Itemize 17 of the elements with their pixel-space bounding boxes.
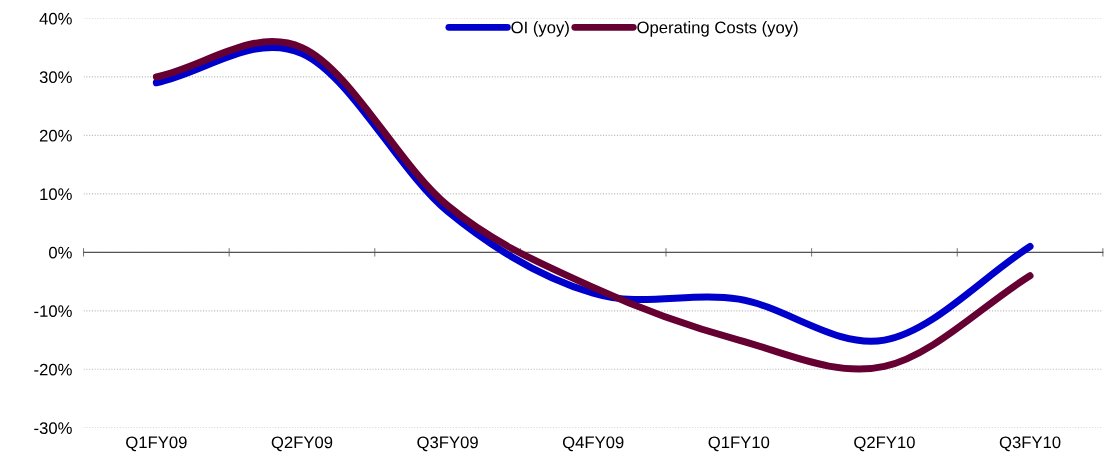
x-tick-label: Q1FY09 bbox=[126, 436, 187, 452]
y-tick-label: -20% bbox=[34, 363, 72, 376]
x-tick-label: Q4FY09 bbox=[562, 436, 624, 452]
x-tick-label: Q2FY09 bbox=[271, 436, 333, 452]
legend-label: OI (yoy) bbox=[511, 21, 569, 37]
x-tick-label: Q3FY09 bbox=[417, 436, 478, 452]
y-tick-label: -30% bbox=[34, 422, 72, 434]
y-tick-label: 40% bbox=[39, 12, 72, 25]
y-tick-label: 20% bbox=[39, 129, 72, 142]
y-tick-label: -10% bbox=[34, 305, 72, 318]
x-tick-label: Q3FY10 bbox=[999, 436, 1061, 452]
x-tick-label: Q1FY10 bbox=[708, 436, 770, 452]
legend-label: Operating Costs (yoy) bbox=[637, 21, 798, 37]
y-tick-label: 10% bbox=[40, 188, 72, 201]
y-tick-label: 0% bbox=[49, 246, 72, 259]
x-tick-label: Q2FY10 bbox=[854, 436, 915, 452]
y-tick-label: 30% bbox=[39, 71, 72, 84]
